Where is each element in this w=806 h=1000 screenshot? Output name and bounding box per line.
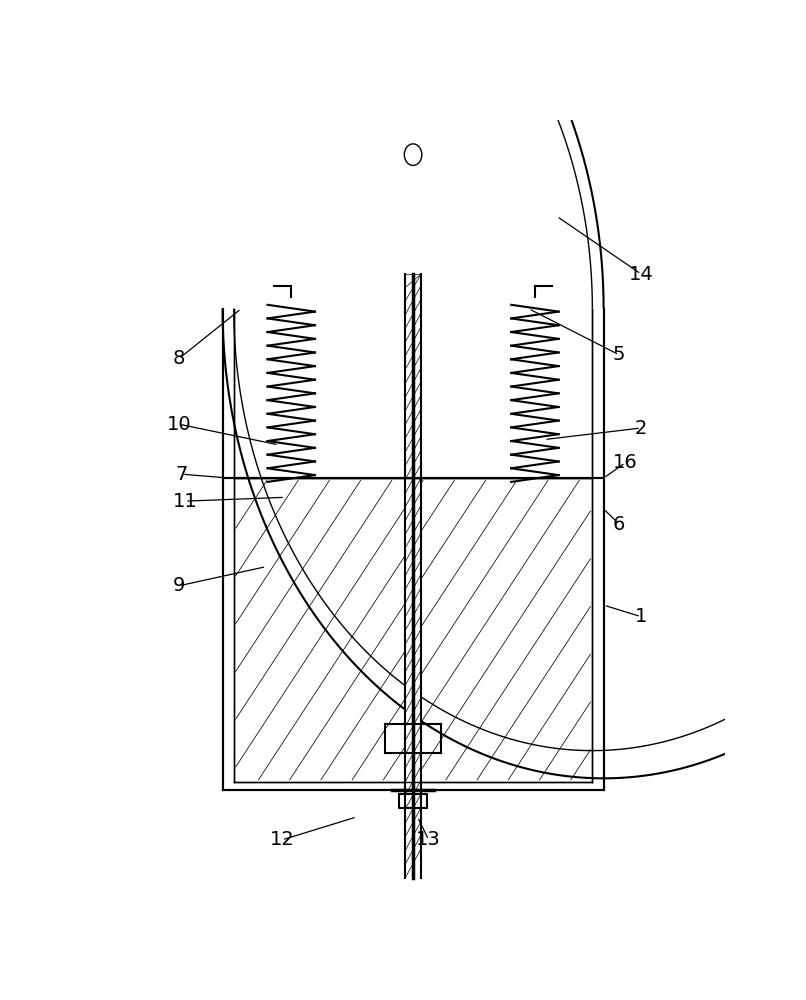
Text: 10: 10 [167,415,191,434]
Text: 11: 11 [172,492,197,511]
Text: 12: 12 [269,830,294,849]
Text: 7: 7 [176,465,188,484]
Text: 2: 2 [635,418,647,438]
Text: 14: 14 [629,264,654,284]
Text: 16: 16 [613,453,638,472]
Text: 1: 1 [635,607,647,626]
Polygon shape [405,480,422,780]
Text: 9: 9 [172,576,185,595]
Polygon shape [405,274,422,878]
Text: 5: 5 [613,345,625,364]
Text: 13: 13 [417,830,441,849]
Text: 8: 8 [172,349,185,368]
Text: 6: 6 [613,515,625,534]
